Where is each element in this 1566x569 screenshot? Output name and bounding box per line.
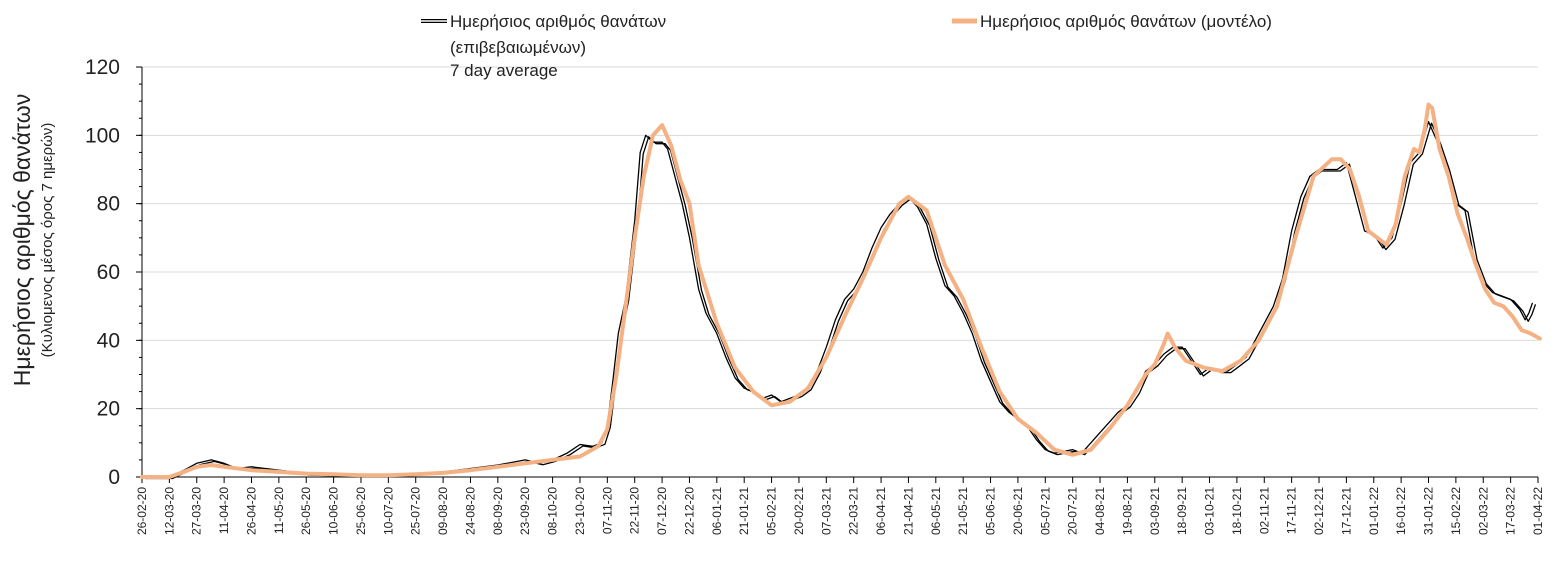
x-tick-label: 21-01-21 (737, 487, 751, 535)
series-model (140, 102, 1542, 479)
x-tick-label: 08-09-20 (491, 487, 505, 535)
x-tick-label: 19-08-21 (1120, 487, 1134, 535)
x-tick-label: 18-10-21 (1230, 487, 1244, 535)
x-tick-label: 25-06-20 (354, 487, 368, 535)
x-tick-label: 22-12-20 (682, 487, 696, 535)
x-tick-label: 25-07-20 (409, 487, 423, 535)
x-tick-label: 20-06-21 (1011, 487, 1025, 535)
gridlines (142, 66, 1538, 410)
legend-label-model: Ημερήσιος αριθμός θανάτων (μοντέλο) (980, 12, 1272, 31)
series-line-confirmed-a (142, 121, 1534, 478)
x-tick-label: 02-12-21 (1312, 487, 1326, 535)
x-tick-label: 11-04-20 (217, 487, 231, 534)
x-tick-label: 26-05-20 (299, 487, 313, 535)
x-tick-label: 23-10-20 (573, 487, 587, 535)
x-tick-label: 26-04-20 (244, 487, 258, 535)
x-tick-label: 21-05-21 (956, 487, 970, 535)
x-tick-label: 01-01-22 (1367, 487, 1381, 535)
legend-label-confirmed-line1: Ημερήσιος αριθμός θανάτων (450, 12, 666, 31)
x-tick-label: 09-08-20 (436, 487, 450, 535)
x-tick-label: 06-01-21 (710, 487, 724, 535)
legend-label-confirmed-line3: 7 day average (450, 61, 558, 80)
x-tick-label: 03-10-21 (1203, 487, 1217, 535)
x-tick-label: 22-03-21 (847, 487, 861, 535)
legend-item-confirmed: Ημερήσιος αριθμός θανάτων (επιβεβαιωμένω… (421, 12, 666, 80)
legend-label-confirmed-line2: (επιβεβαιωμένων) (450, 38, 586, 57)
x-tick-label: 17-12-21 (1339, 487, 1353, 535)
axes (136, 66, 1539, 483)
y-tick-label: 20 (97, 398, 120, 421)
x-tick-label: 07-11-20 (600, 487, 614, 534)
y-tick-label: 40 (97, 329, 120, 352)
x-tick-label: 22-11-20 (628, 487, 642, 534)
series-confirmed (142, 121, 1537, 480)
x-tick-label: 05-07-21 (1038, 487, 1052, 535)
x-tick-label: 20-07-21 (1066, 487, 1080, 535)
y-tick-labels: 0 20 40 60 80 100 120 (85, 56, 120, 489)
x-tick-label: 23-09-20 (518, 487, 532, 535)
y-tick-label: 60 (97, 261, 120, 284)
x-tick-label: 07-03-21 (819, 487, 833, 535)
x-tick-label: 08-10-20 (546, 487, 560, 535)
x-tick-label: 07-12-20 (655, 487, 669, 535)
y-tick-label: 0 (108, 466, 120, 489)
x-tick-label: 03-09-21 (1148, 487, 1162, 535)
series-lines (140, 102, 1542, 480)
x-tick-label: 05-06-21 (984, 487, 998, 535)
series-line-confirmed-b (145, 122, 1537, 480)
legend: Ημερήσιος αριθμός θανάτων (επιβεβαιωμένω… (421, 12, 1272, 80)
x-tick-label: 06-04-21 (874, 487, 888, 535)
x-tick-labels: 26-02-20 12-03-20 27-03-20 11-04-20 26-04-20… (135, 487, 1545, 535)
x-tick-label: 16-01-22 (1394, 487, 1408, 535)
x-tick-label: 27-03-20 (190, 487, 204, 535)
x-tick-label: 05-02-21 (765, 487, 779, 535)
x-tick-label: 21-04-21 (901, 487, 915, 535)
y-axis-label: Ημερήσιος αριθμός θανάτων (9, 94, 35, 386)
series-line-model (140, 102, 1542, 479)
x-tick-label: 17-11-21 (1285, 487, 1299, 534)
x-tick-label: 02-11-21 (1257, 487, 1271, 534)
y-tick-label: 120 (85, 56, 120, 79)
x-tick-label: 15-02-22 (1449, 487, 1463, 535)
legend-item-model: Ημερήσιος αριθμός θανάτων (μοντέλο) (952, 12, 1272, 31)
x-tick-label: 10-06-20 (327, 487, 341, 535)
x-tick-label: 17-03-22 (1504, 487, 1518, 535)
x-tick-label: 24-08-20 (463, 487, 477, 535)
y-axis-sublabel: (Κυλιομενος μέσος όρος 7 ημερών) (39, 123, 56, 358)
x-tick-label: 12-03-20 (162, 487, 176, 535)
x-tick-label: 11-05-20 (272, 487, 286, 534)
x-tick-label: 26-02-20 (135, 487, 149, 535)
x-tick-label: 06-05-21 (929, 487, 943, 535)
x-tick-label: 31-01-22 (1422, 487, 1436, 535)
x-tick-label: 02-03-22 (1476, 487, 1490, 535)
x-tick-label: 18-09-21 (1175, 487, 1189, 535)
x-tick-label: 10-07-20 (381, 487, 395, 535)
x-tick-label: 01-04-22 (1531, 487, 1545, 535)
x-tick-label: 20-02-21 (792, 487, 806, 535)
y-axis-title: Ημερήσιος αριθμός θανάτων (Κυλιομενος μέ… (9, 94, 56, 386)
x-tick-label: 04-08-21 (1093, 487, 1107, 535)
y-tick-label: 80 (97, 193, 120, 216)
y-tick-label: 100 (85, 124, 120, 147)
